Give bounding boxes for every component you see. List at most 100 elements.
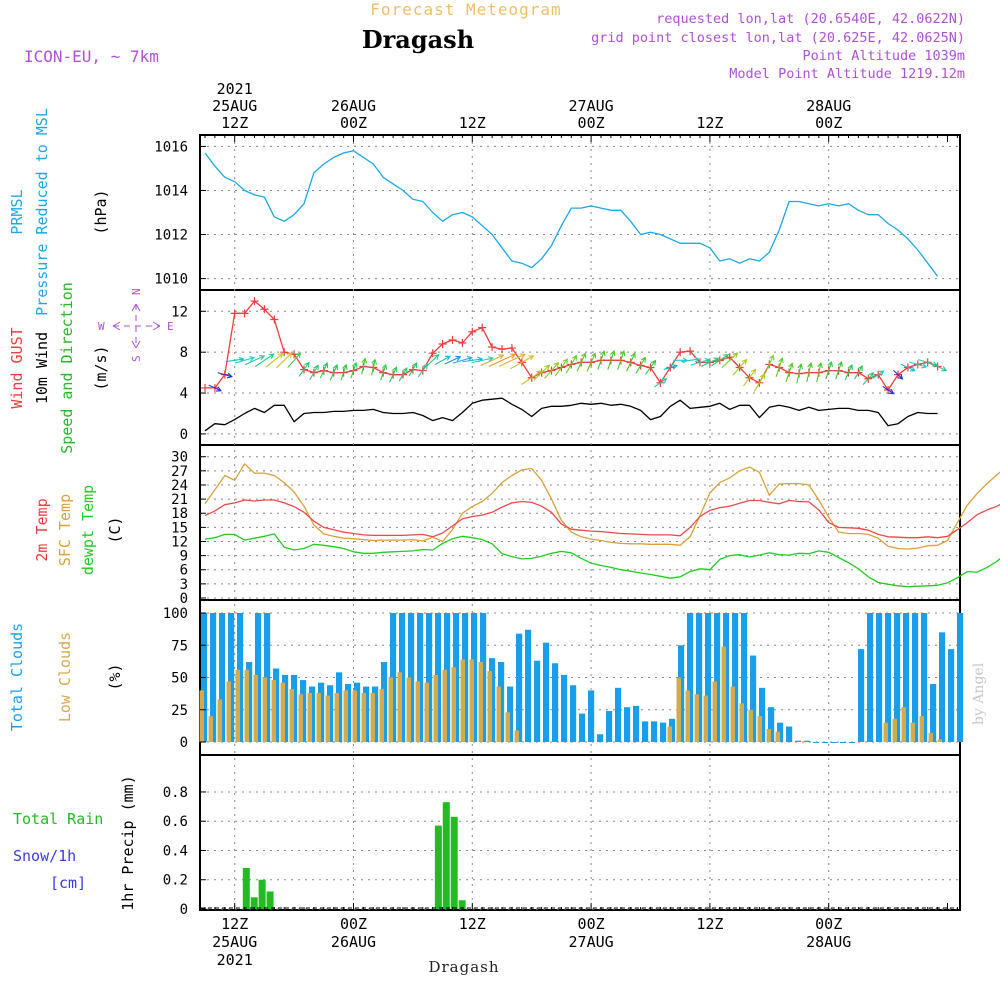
wind-arrow-icon	[510, 355, 535, 370]
total-cloud-bar	[282, 674, 289, 742]
cloud-unit: (%)	[106, 663, 124, 690]
total-cloud-bar	[768, 707, 775, 742]
wind-arrow-icon	[645, 359, 657, 375]
x-tick-label-top: 27AUG	[569, 97, 614, 115]
total-cloud-bar	[363, 686, 370, 742]
chart-title: Dragash	[362, 25, 474, 54]
x-tick-label-bottom: 28AUG	[806, 933, 851, 951]
wind-arrow-icon	[663, 363, 678, 370]
wind-arrow-icon	[371, 358, 377, 376]
model-label: ICON-EU, ~ 7km	[24, 47, 159, 66]
gust-marker	[498, 345, 506, 354]
low-cloud-bar	[379, 689, 384, 742]
low-cloud-bar	[406, 677, 411, 742]
footer-location: Dragash	[428, 958, 499, 976]
low-cloud-bar	[712, 681, 717, 742]
wind-arrow-icon	[597, 349, 606, 370]
total-cloud-bar	[858, 649, 865, 742]
total-cloud-bar	[354, 682, 361, 742]
panel-precip	[199, 754, 961, 911]
wind-arrow-icon	[265, 352, 284, 368]
low-cloud-bar	[748, 709, 753, 742]
x-tick-label-top: 25AUG	[212, 97, 257, 115]
cloud-labels: Total Clouds Low Clouds (%)	[8, 623, 124, 731]
wind-arrow-icon	[626, 352, 636, 372]
total-cloud-bar	[750, 655, 757, 742]
y-tick-label: 100	[163, 606, 188, 622]
total-cloud-bar	[804, 740, 811, 742]
y-tick-label: 12	[171, 534, 188, 550]
total-cloud-bar	[237, 613, 244, 742]
low-cloud-bar	[262, 677, 267, 742]
wind-label-gust: Wind GUST	[8, 327, 26, 408]
temp-unit: (C)	[106, 516, 124, 543]
total-cloud-bar	[525, 629, 532, 742]
total-cloud-bar	[471, 613, 478, 742]
y-tick-label: 24	[171, 478, 188, 494]
total-cloud-bar	[948, 649, 955, 742]
low-cloud-bar	[685, 690, 690, 742]
total-cloud-bar	[579, 713, 586, 742]
low-cloud-bar	[316, 692, 321, 742]
x-tick-label-top: 00Z	[815, 114, 842, 132]
wind-arrow-icon	[732, 358, 748, 376]
wind-arrow-icon	[816, 362, 823, 383]
wind-arrow-icon	[309, 364, 319, 381]
compass-rose-icon: W E N S	[98, 288, 174, 362]
low-cloud-bar	[370, 692, 375, 742]
low-cloud-bar	[451, 667, 456, 742]
gust-marker	[428, 349, 437, 358]
gust-marker	[478, 323, 487, 332]
cloud-label-total: Total Clouds	[8, 623, 26, 731]
wind-arrow-icon	[785, 362, 794, 383]
precip-labels: Total Rain Snow/1h [cm] 1hr Precip (mm)	[13, 775, 137, 910]
total-cloud-bar	[777, 722, 784, 742]
low-cloud-bar	[757, 716, 762, 742]
total-cloud-bar	[624, 707, 631, 742]
temp-2m-line	[204, 499, 1000, 539]
y-tick-label: 0.6	[163, 814, 188, 830]
wind-arrow-icon	[565, 354, 577, 374]
total-cloud-bar	[633, 705, 640, 742]
gust-marker	[270, 315, 279, 324]
low-cloud-bar	[901, 707, 906, 742]
low-cloud-bar	[388, 677, 393, 742]
wind-arrow-icon	[721, 352, 739, 369]
low-cloud-bar	[235, 669, 240, 742]
low-cloud-bar	[253, 674, 258, 742]
total-cloud-bar	[552, 663, 559, 742]
pressure-unit: (hPa)	[92, 189, 110, 234]
temp-label-2m: 2m Temp	[33, 498, 51, 561]
x-tick-label-bottom: 12Z	[221, 915, 248, 933]
low-cloud-bar	[460, 659, 465, 742]
total-cloud-bar	[795, 740, 802, 742]
total-cloud-bar	[561, 674, 568, 742]
total-cloud-bar	[678, 645, 685, 742]
y-tick-label: 12	[171, 304, 188, 320]
wind-arrow-icon	[361, 357, 368, 375]
gust-marker	[458, 338, 467, 347]
wind-arrow-icon	[690, 358, 711, 366]
total-cloud-bar	[885, 613, 892, 742]
low-cloud-bar	[280, 682, 285, 742]
y-tick-label: 27	[171, 464, 188, 480]
total-cloud-bar	[822, 742, 829, 743]
wind-arrow-icon	[287, 352, 302, 368]
y-tick-label: 3	[180, 577, 188, 593]
wind-arrow-icon	[711, 354, 730, 367]
temp-label-dewpt: dewpt Temp	[79, 485, 97, 575]
y-tick-label: 9	[180, 549, 188, 565]
total-cloud-bar	[507, 686, 514, 742]
compass-w: W	[98, 320, 105, 333]
low-cloud-bar	[442, 669, 447, 742]
pressure-labels: PRMSL Pressure Reduced to MSL (hPa)	[8, 108, 110, 316]
total-cloud-bar	[390, 613, 397, 742]
wind-arrow-icon	[350, 361, 358, 379]
wind-arrow-icon	[471, 356, 494, 364]
marks-layer	[199, 150, 1000, 909]
gust-marker	[201, 383, 209, 392]
wind-arrow-icon	[928, 361, 948, 372]
rain-bar	[434, 825, 442, 909]
total-cloud-bar	[489, 658, 496, 742]
wind-arrow-icon	[681, 356, 701, 363]
